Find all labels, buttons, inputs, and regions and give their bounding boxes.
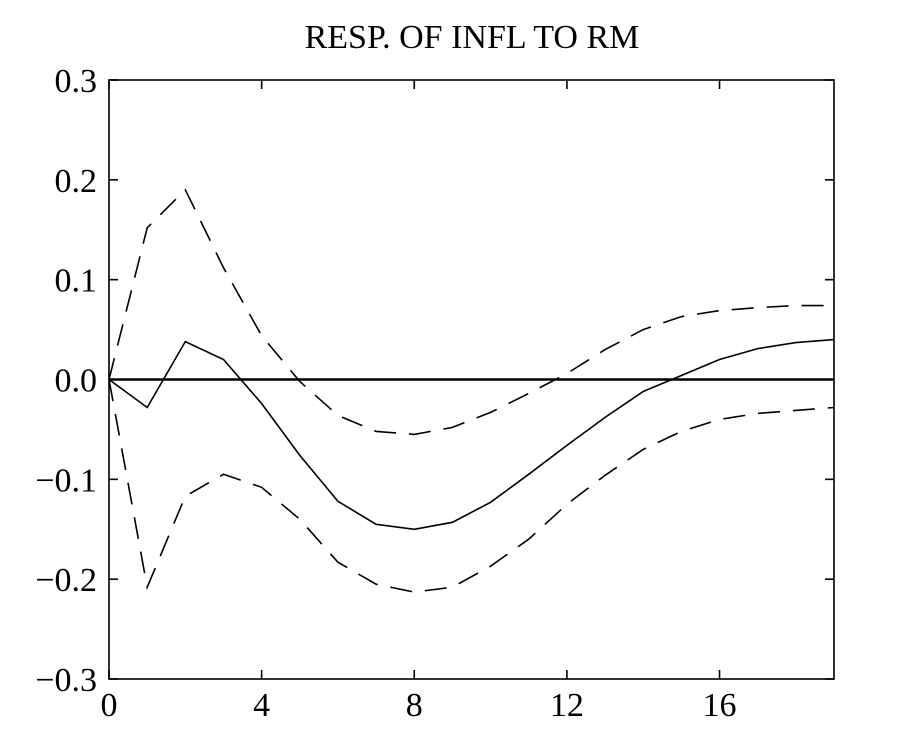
x-tick-label: 12 (550, 687, 584, 724)
x-tick-label: 16 (703, 687, 737, 724)
y-tick-label: 0.3 (55, 63, 98, 100)
y-tick-label: −0.1 (35, 462, 97, 499)
x-tick-label: 8 (406, 687, 423, 724)
y-tick-label: 0.1 (55, 263, 98, 300)
y-tick-label: 0.0 (55, 363, 98, 400)
x-tick-label: 4 (253, 687, 270, 724)
x-tick-label: 0 (101, 687, 118, 724)
upper-band-line (108, 188, 834, 436)
y-tick-label: 0.2 (55, 163, 98, 200)
y-tick-label: −0.2 (35, 562, 97, 599)
chart-title: RESP. OF INFL TO RM (305, 19, 640, 56)
lower-band-line (108, 379, 835, 593)
y-tick-label: −0.3 (35, 662, 97, 699)
response-line (108, 338, 835, 531)
